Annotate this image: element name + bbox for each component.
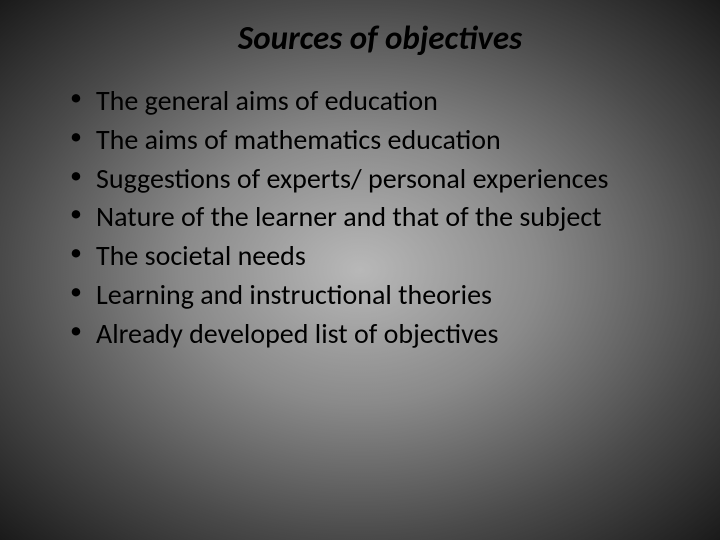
bullet-list: The general aims of education The aims o… bbox=[48, 82, 672, 353]
list-item: The general aims of education bbox=[66, 82, 672, 120]
slide-container: Sources of objectives The general aims o… bbox=[0, 0, 720, 540]
list-item: Nature of the learner and that of the su… bbox=[66, 198, 672, 236]
list-item: The societal needs bbox=[66, 237, 672, 275]
list-item: Learning and instructional theories bbox=[66, 276, 672, 314]
list-item: Already developed list of objectives bbox=[66, 315, 672, 353]
list-item: The aims of mathematics education bbox=[66, 121, 672, 159]
slide-title: Sources of objectives bbox=[88, 18, 672, 58]
list-item: Suggestions of experts/ personal experie… bbox=[66, 160, 672, 198]
